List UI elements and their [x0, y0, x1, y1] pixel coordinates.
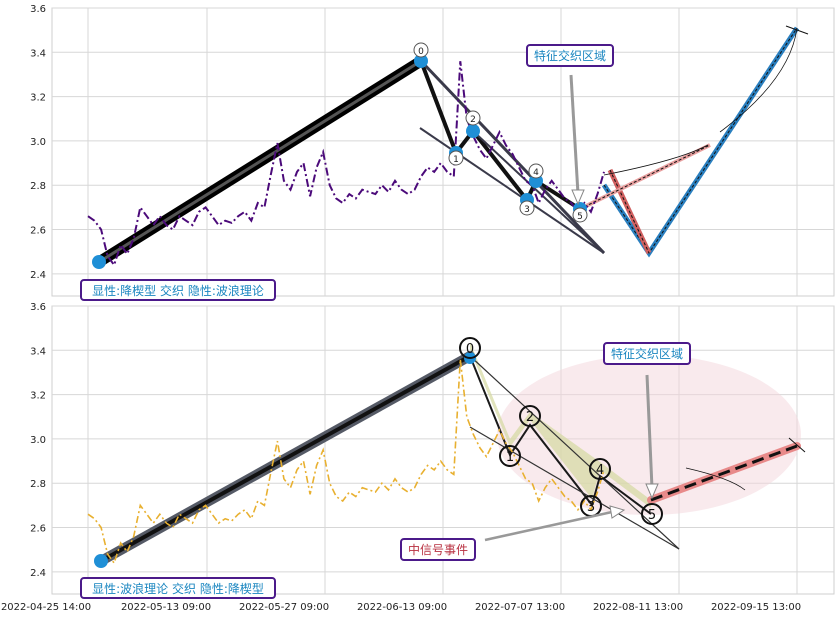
y-tick-label: 2.8 — [30, 181, 46, 192]
x-tick-label: 2022-05-27 09:00 — [239, 602, 329, 613]
x-axis: 2022-04-25 14:00 2022-05-13 09:00 2022-0… — [1, 602, 801, 613]
y-tick-label: 2.4 — [30, 270, 46, 281]
svg-text:5: 5 — [577, 212, 583, 222]
top-price-line — [87, 61, 605, 268]
svg-text:特征交织区域: 特征交织区域 — [611, 346, 683, 361]
bottom-pattern-label: 显性:波浪理论 交织 隐性:降楔型 — [80, 577, 276, 599]
bottom-arc — [685, 467, 746, 491]
top-peak-marker — [414, 54, 428, 68]
signal-arrow-head — [609, 505, 626, 519]
y-tick-label: 3.6 — [30, 4, 46, 15]
top-panel: 2.4 2.6 2.8 3.0 3.2 3.4 3.6 0 — [30, 4, 835, 301]
signal-arrow-shaft — [484, 510, 613, 542]
svg-text:1: 1 — [506, 450, 514, 465]
top-zone-arrow-head — [571, 189, 585, 206]
y-tick-label: 2.8 — [30, 479, 46, 490]
bottom-panel: 2.4 2.6 2.8 3.0 3.2 3.4 3.6 0 1 — [30, 302, 835, 599]
top-wave-path — [419, 60, 582, 211]
bottom-zone-label: 特征交织区域 — [603, 342, 691, 365]
top-projection-pink-core — [579, 144, 711, 210]
top-wave-label-1: 1 — [448, 150, 464, 166]
top-wave-label-3: 3 — [519, 200, 535, 216]
signal-label: 中信号事件 — [400, 538, 476, 561]
bottom-zone-arrow-shaft — [645, 374, 654, 489]
y-tick-label: 3.2 — [30, 93, 46, 104]
svg-text:0: 0 — [418, 47, 424, 57]
top-wave-label-4: 4 — [528, 163, 544, 179]
svg-text:4: 4 — [533, 168, 539, 178]
svg-text:2: 2 — [470, 115, 476, 125]
bottom-wave-label-1: 1 — [499, 445, 521, 467]
top-wave-label-5: 5 — [572, 207, 588, 223]
y-tick-label: 2.4 — [30, 568, 46, 579]
top-impulse-core — [98, 59, 422, 264]
y-tick-label: 2.6 — [30, 524, 46, 535]
y-tick-label: 3.4 — [30, 48, 46, 59]
bottom-wave-label-2: 2 — [519, 405, 541, 427]
y-tick-label: 3.4 — [30, 346, 46, 357]
bottom-wedge-upper — [469, 355, 680, 550]
svg-text:3: 3 — [587, 500, 595, 515]
svg-text:4: 4 — [596, 463, 604, 478]
top-y-axis: 2.4 2.6 2.8 3.0 3.2 3.4 3.6 — [30, 4, 46, 281]
top-projection-red-core — [609, 169, 650, 254]
bottom-arc-cap — [788, 437, 806, 453]
svg-text:显性:波浪理论 交织 隐性:降楔型: 显性:波浪理论 交织 隐性:降楔型 — [92, 581, 264, 596]
svg-text:3: 3 — [524, 205, 530, 215]
top-pattern-label: 显性:降楔型 交织 隐性:波浪理论 — [80, 279, 276, 301]
svg-text:1: 1 — [453, 155, 459, 165]
top-arc-1 — [603, 144, 709, 176]
y-tick-label: 3.6 — [30, 302, 46, 313]
bottom-impulse-core — [100, 354, 471, 563]
svg-text:显性:降楔型 交织 隐性:波浪理论: 显性:降楔型 交织 隐性:波浪理论 — [92, 283, 264, 298]
y-tick-label: 3.2 — [30, 391, 46, 402]
bottom-start-marker — [94, 554, 108, 568]
x-tick-label: 2022-08-11 13:00 — [593, 602, 683, 613]
x-tick-label: 2022-07-07 13:00 — [475, 602, 565, 613]
y-tick-label: 3.0 — [30, 435, 46, 446]
svg-text:特征交织区域: 特征交织区域 — [534, 48, 606, 63]
bottom-y-axis: 2.4 2.6 2.8 3.0 3.2 3.4 3.6 — [30, 302, 46, 579]
bottom-wave-label-5: 5 — [641, 503, 663, 525]
svg-text:0: 0 — [466, 342, 474, 357]
bottom-wave-band — [470, 342, 651, 508]
svg-text:2: 2 — [526, 410, 534, 425]
y-tick-label: 2.6 — [30, 226, 46, 237]
top-wave2-marker — [466, 124, 480, 138]
top-start-marker — [92, 255, 106, 269]
svg-text:中信号事件: 中信号事件 — [408, 542, 468, 557]
top-wave-label-2: 2 — [465, 110, 481, 126]
top-wedge-mid — [472, 130, 605, 254]
top-grid — [52, 7, 834, 296]
top-wedge-upper — [419, 59, 606, 255]
x-tick-label: 2022-09-15 13:00 — [711, 602, 801, 613]
bottom-projection-line — [650, 444, 798, 502]
x-tick-label: 2022-06-13 09:00 — [357, 602, 447, 613]
bottom-wave-label-4: 4 — [589, 458, 611, 480]
bottom-wave-label-0: 0 — [459, 337, 481, 359]
top-zone-label: 特征交织区域 — [526, 44, 614, 67]
svg-text:5: 5 — [648, 508, 656, 523]
top-arc-cap — [785, 25, 809, 35]
top-arc-2 — [719, 27, 798, 133]
top-wave-label-0: 0 — [413, 42, 429, 58]
y-tick-label: 3.0 — [30, 137, 46, 148]
x-tick-label: 2022-05-13 09:00 — [121, 602, 211, 613]
bottom-zone-arrow-head — [645, 483, 659, 500]
top-zone-arrow-shaft — [569, 74, 580, 195]
x-tick-label: 2022-04-25 14:00 — [1, 602, 91, 613]
